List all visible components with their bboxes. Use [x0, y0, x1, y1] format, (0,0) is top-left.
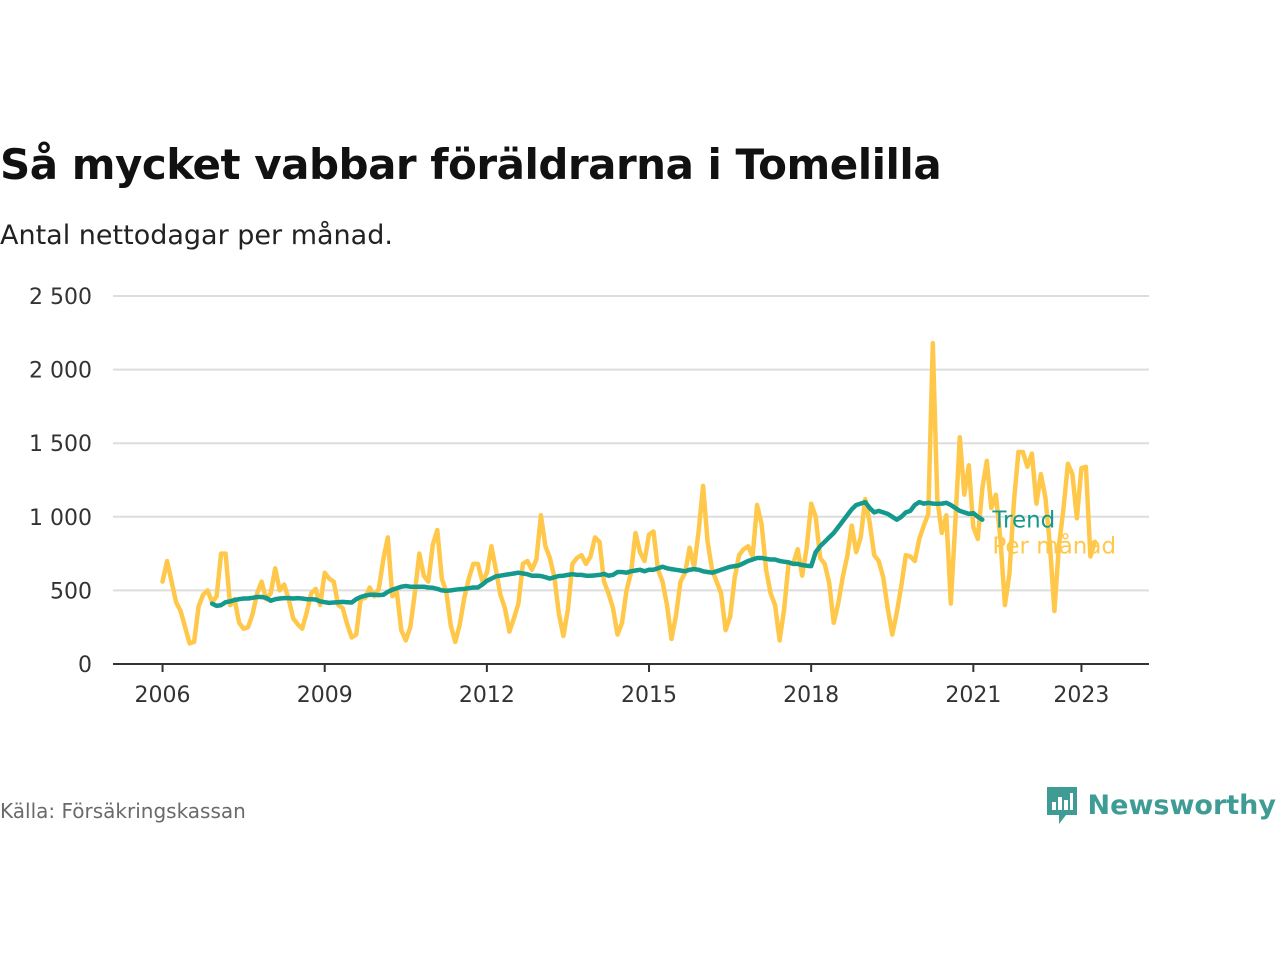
source-note: Källa: Försäkringskassan: [0, 799, 246, 823]
x-tick-label: 2015: [621, 683, 677, 708]
newsworthy-logo-icon: [1046, 787, 1077, 824]
line-chart: 0 500 1 000 1 500 2 000 2 500 2006 2009 2012 201…: [29, 285, 1149, 708]
brand-name: Newsworthy: [1087, 789, 1276, 821]
x-tick-label: 2006: [135, 683, 191, 708]
gridlines: [113, 295, 1149, 665]
x-tick-label: 2009: [297, 683, 353, 708]
y-tick-label: 1 000: [29, 506, 92, 531]
series-line-per-manad: [160, 340, 1098, 646]
chart-subtitle: Antal nettodagar per månad.: [0, 220, 393, 251]
brand-logo: Newsworthy: [1044, 784, 1276, 826]
y-tick-label: 0: [78, 653, 92, 678]
series-label-trend: Trend: [991, 508, 1055, 534]
y-tick-label: 2 000: [29, 359, 92, 384]
chart-title: Så mycket vabbar föräldrarna i Tomelilla: [0, 140, 942, 189]
y-tick-label: 500: [50, 579, 92, 604]
series-label-per-manad: Per månad: [992, 532, 1116, 560]
x-tick-label: 2012: [459, 683, 515, 708]
y-tick-label: 2 500: [29, 285, 92, 310]
x-tick-label: 2018: [783, 683, 839, 708]
series-lines: [160, 340, 1098, 646]
x-tick-label: 2021: [945, 683, 1001, 708]
y-tick-label: 1 500: [29, 432, 92, 457]
x-axis-tick-labels: 2006 2009 2012 2015 2018 2021 2023: [135, 664, 1109, 708]
x-tick-label: 2023: [1053, 683, 1109, 708]
y-axis-tick-labels: 0 500 1 000 1 500 2 000 2 500: [29, 285, 92, 678]
series-line-trend: [209, 499, 985, 609]
